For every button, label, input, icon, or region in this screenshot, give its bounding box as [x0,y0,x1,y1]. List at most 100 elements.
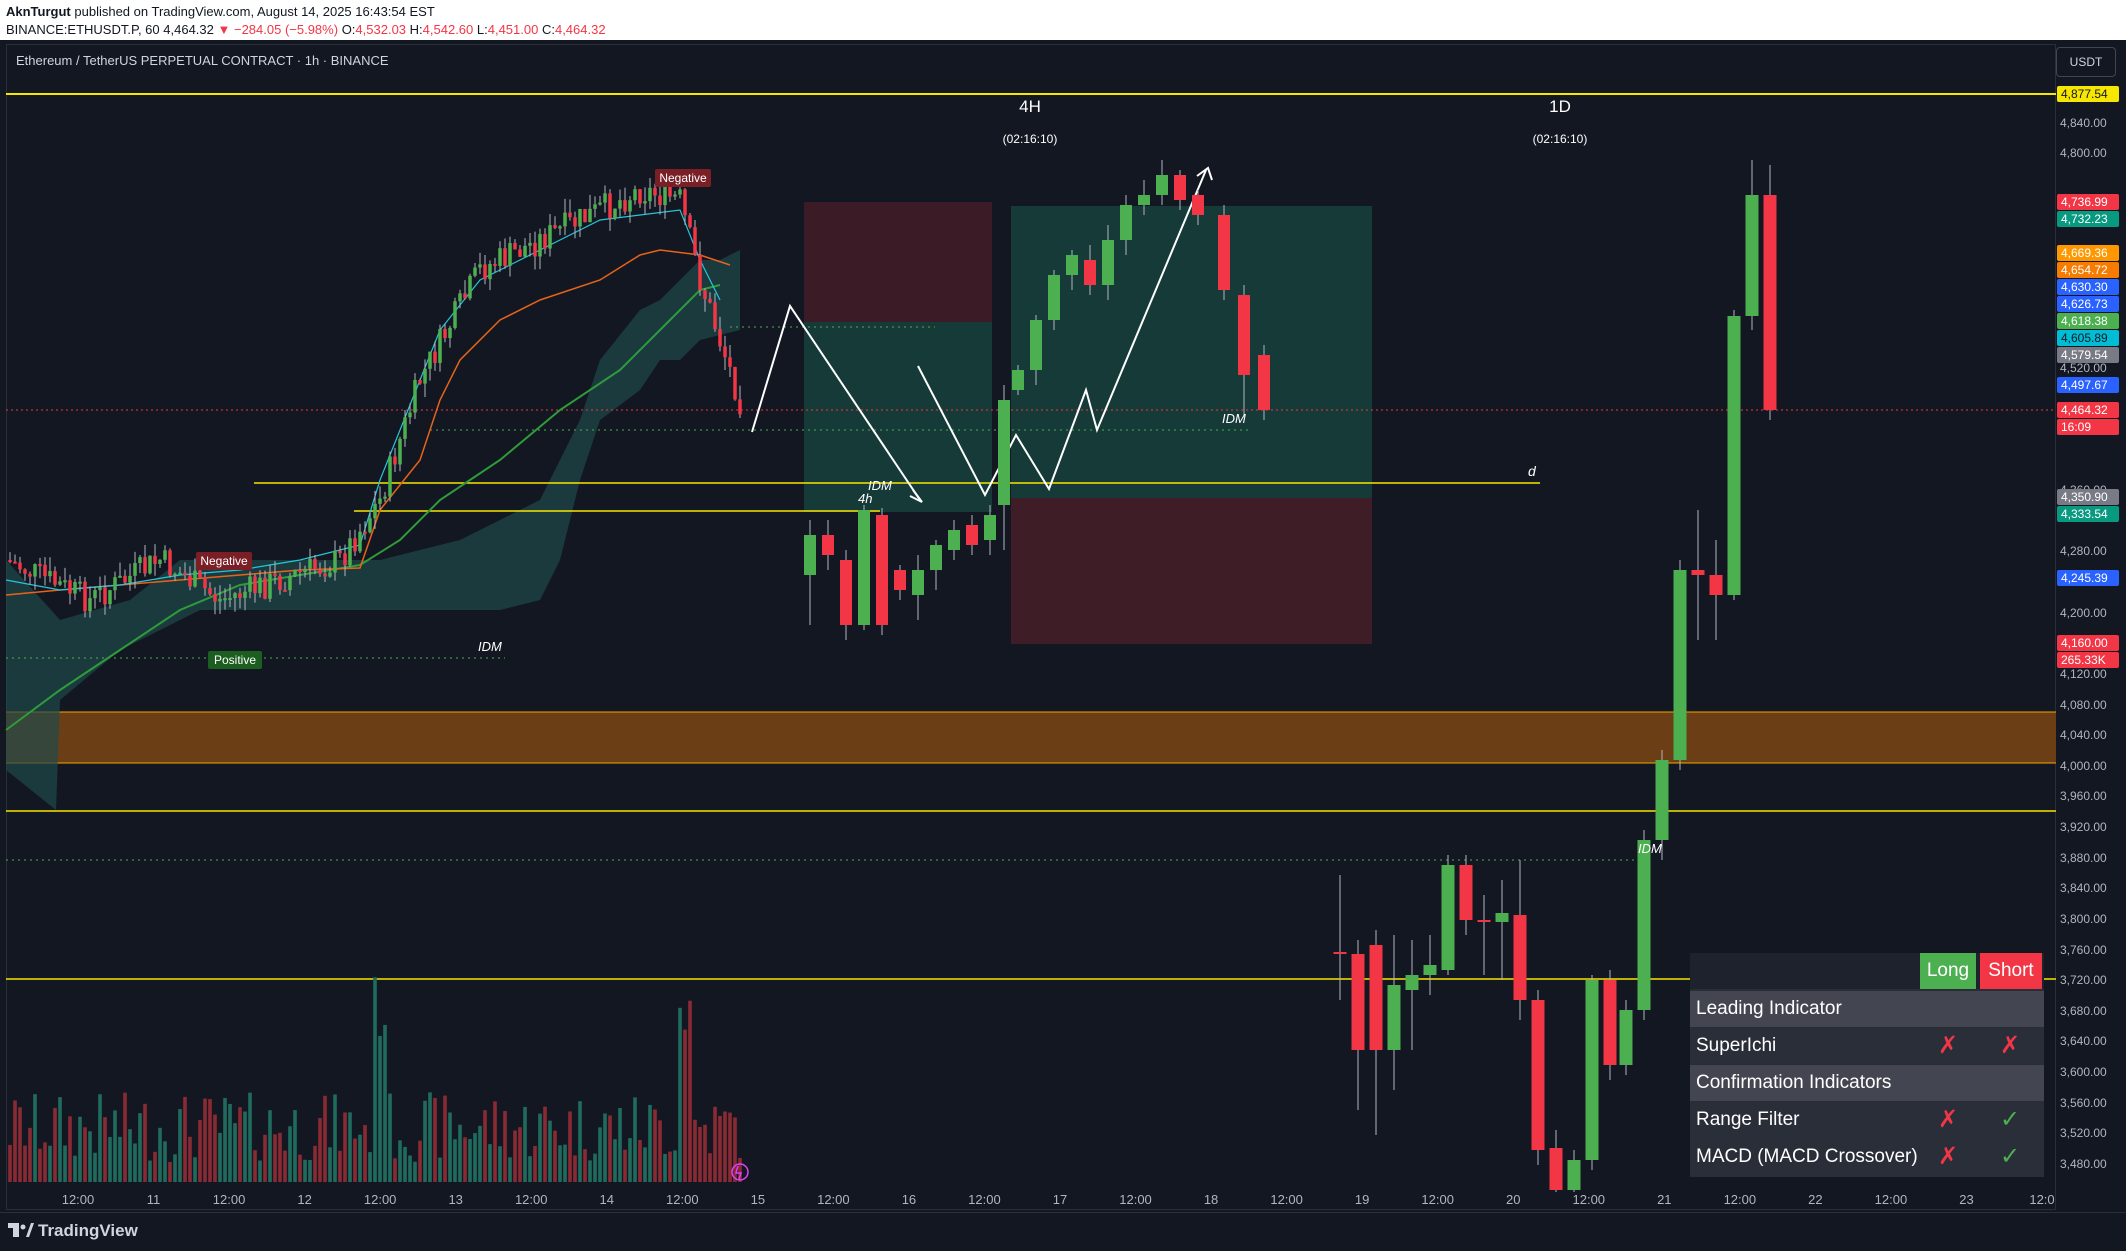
macd-short-check-icon: ✓ [1999,1143,2021,1170]
volume-bar [173,1154,177,1182]
volume-bar [63,1145,67,1182]
volume-bar [43,1142,47,1182]
candle-body [1120,205,1132,240]
candle-body [548,225,552,249]
candle-body [398,438,402,465]
timeframe-4h-countdown: (02:16:10) [1003,132,1058,146]
candle-body [113,577,117,591]
time-tick: 12:00 [1874,1192,1908,1207]
price-tick: 3,800.00 [2060,911,2107,926]
price-label: 4,605.89 [2057,330,2119,347]
candle-body [513,243,517,250]
row-label: MACD (MACD Crossover) [1696,1146,1918,1167]
panel-header-row: Long Short [1690,953,2044,989]
volume-bar [618,1108,622,1182]
volume-bar [473,1133,477,1182]
volume-bar [493,1101,497,1182]
tradingview-logo[interactable]: TradingView [8,1221,138,1241]
volume-bar [673,1150,677,1182]
candle-body [653,187,657,196]
candle-body [643,201,647,204]
timeframe-4h-label: 4H [1019,97,1041,116]
candle-body [1655,760,1669,840]
candle-body [98,587,102,591]
candle-body [73,581,77,594]
candle-body [668,182,672,197]
candle-body [168,550,172,576]
volume-bar [163,1141,167,1182]
candle-body [678,189,682,195]
candle-body [138,557,142,564]
candle-body [628,200,632,212]
idm-label-2: IDM [868,478,892,493]
candle-body [1531,1000,1545,1150]
candle-body [363,531,367,534]
candle-body [1423,965,1437,975]
candle-body [443,328,447,339]
price-tick: 3,480.00 [2060,1157,2107,1171]
candle-body [1495,913,1509,922]
candle-body [458,293,462,302]
price-label: 4,732.23 [2057,210,2119,227]
currency-selector[interactable]: USDT [2056,47,2116,77]
symbol-legend[interactable]: Ethereum / TetherUS PERPETUAL CONTRACT ·… [16,53,389,68]
candle-body [703,290,707,299]
ticker-symbol: BINANCE:ETHUSDT.P, 60 [6,22,160,37]
volume-bar [503,1111,507,1182]
volume-bar [593,1153,597,1182]
candle-body [683,189,687,216]
volume-bar [58,1097,62,1182]
candle-body [578,209,582,227]
volume-bar [428,1092,432,1182]
candle-body [658,195,662,206]
row-macd: MACD (MACD Crossover) ✗ ✓ [1690,1139,2044,1175]
candle-body [18,562,22,570]
candle-body [1567,1160,1581,1190]
candle-body [1084,260,1096,285]
volume-bar [543,1106,547,1182]
volume-bar [283,1150,287,1182]
volume-bar [243,1111,247,1182]
ohlc-high: 4,542.60 [422,22,474,37]
tradingview-icon [8,1223,34,1237]
candle-body [103,587,107,605]
candle-body [723,346,727,358]
volume-bar [583,1149,587,1182]
candle-body [368,518,372,533]
candle-body [518,249,522,257]
candle-body [563,212,567,227]
volume-bar [193,1157,197,1182]
negative-badge-2: Negative [200,554,248,568]
candle-body [1513,915,1527,1000]
price-scale[interactable]: 4,840.004,800.004,560.004,520.004,360.00… [2056,80,2126,1190]
time-tick: 12:00 [1723,1192,1757,1207]
volume-bar [508,1157,512,1182]
price-tick: 3,920.00 [2060,820,2107,835]
candle-body [223,598,227,601]
candle-body [48,571,52,577]
time-tick: 18 [1203,1192,1219,1207]
candle-body [308,558,312,569]
row-label: Leading Indicator [1696,998,1842,1019]
volume-bar [423,1100,427,1182]
candle-body [613,208,617,219]
chart-canvas[interactable]: Negative Negative Positive IDM IDM IDM I… [0,0,2056,1192]
volume-bar [713,1106,717,1182]
time-axis[interactable]: 12:00 11 12:00 12 12:00 13 12:00 14 12:00 15 12:00… [0,1192,2056,1212]
ohlc-close: 4,464.32 [554,22,606,37]
author-name[interactable]: AknTurgut [6,4,71,19]
candle-body [1637,840,1651,1010]
candle-body [1745,195,1759,316]
candle-body [373,503,377,519]
published-text: published on TradingView.com, August 14,… [74,4,435,19]
candle-body [468,275,472,299]
time-tick: 19 [1354,1192,1370,1207]
row-confirmation-indicators: Confirmation Indicators [1690,1065,2044,1101]
candle-body [498,248,502,266]
volume-bar [213,1114,217,1182]
volume-bar [48,1145,52,1182]
time-tick: 12:00 [817,1192,850,1207]
volume-bar [378,1035,382,1182]
candle-body [698,254,702,291]
projection-path-1 [751,303,921,501]
